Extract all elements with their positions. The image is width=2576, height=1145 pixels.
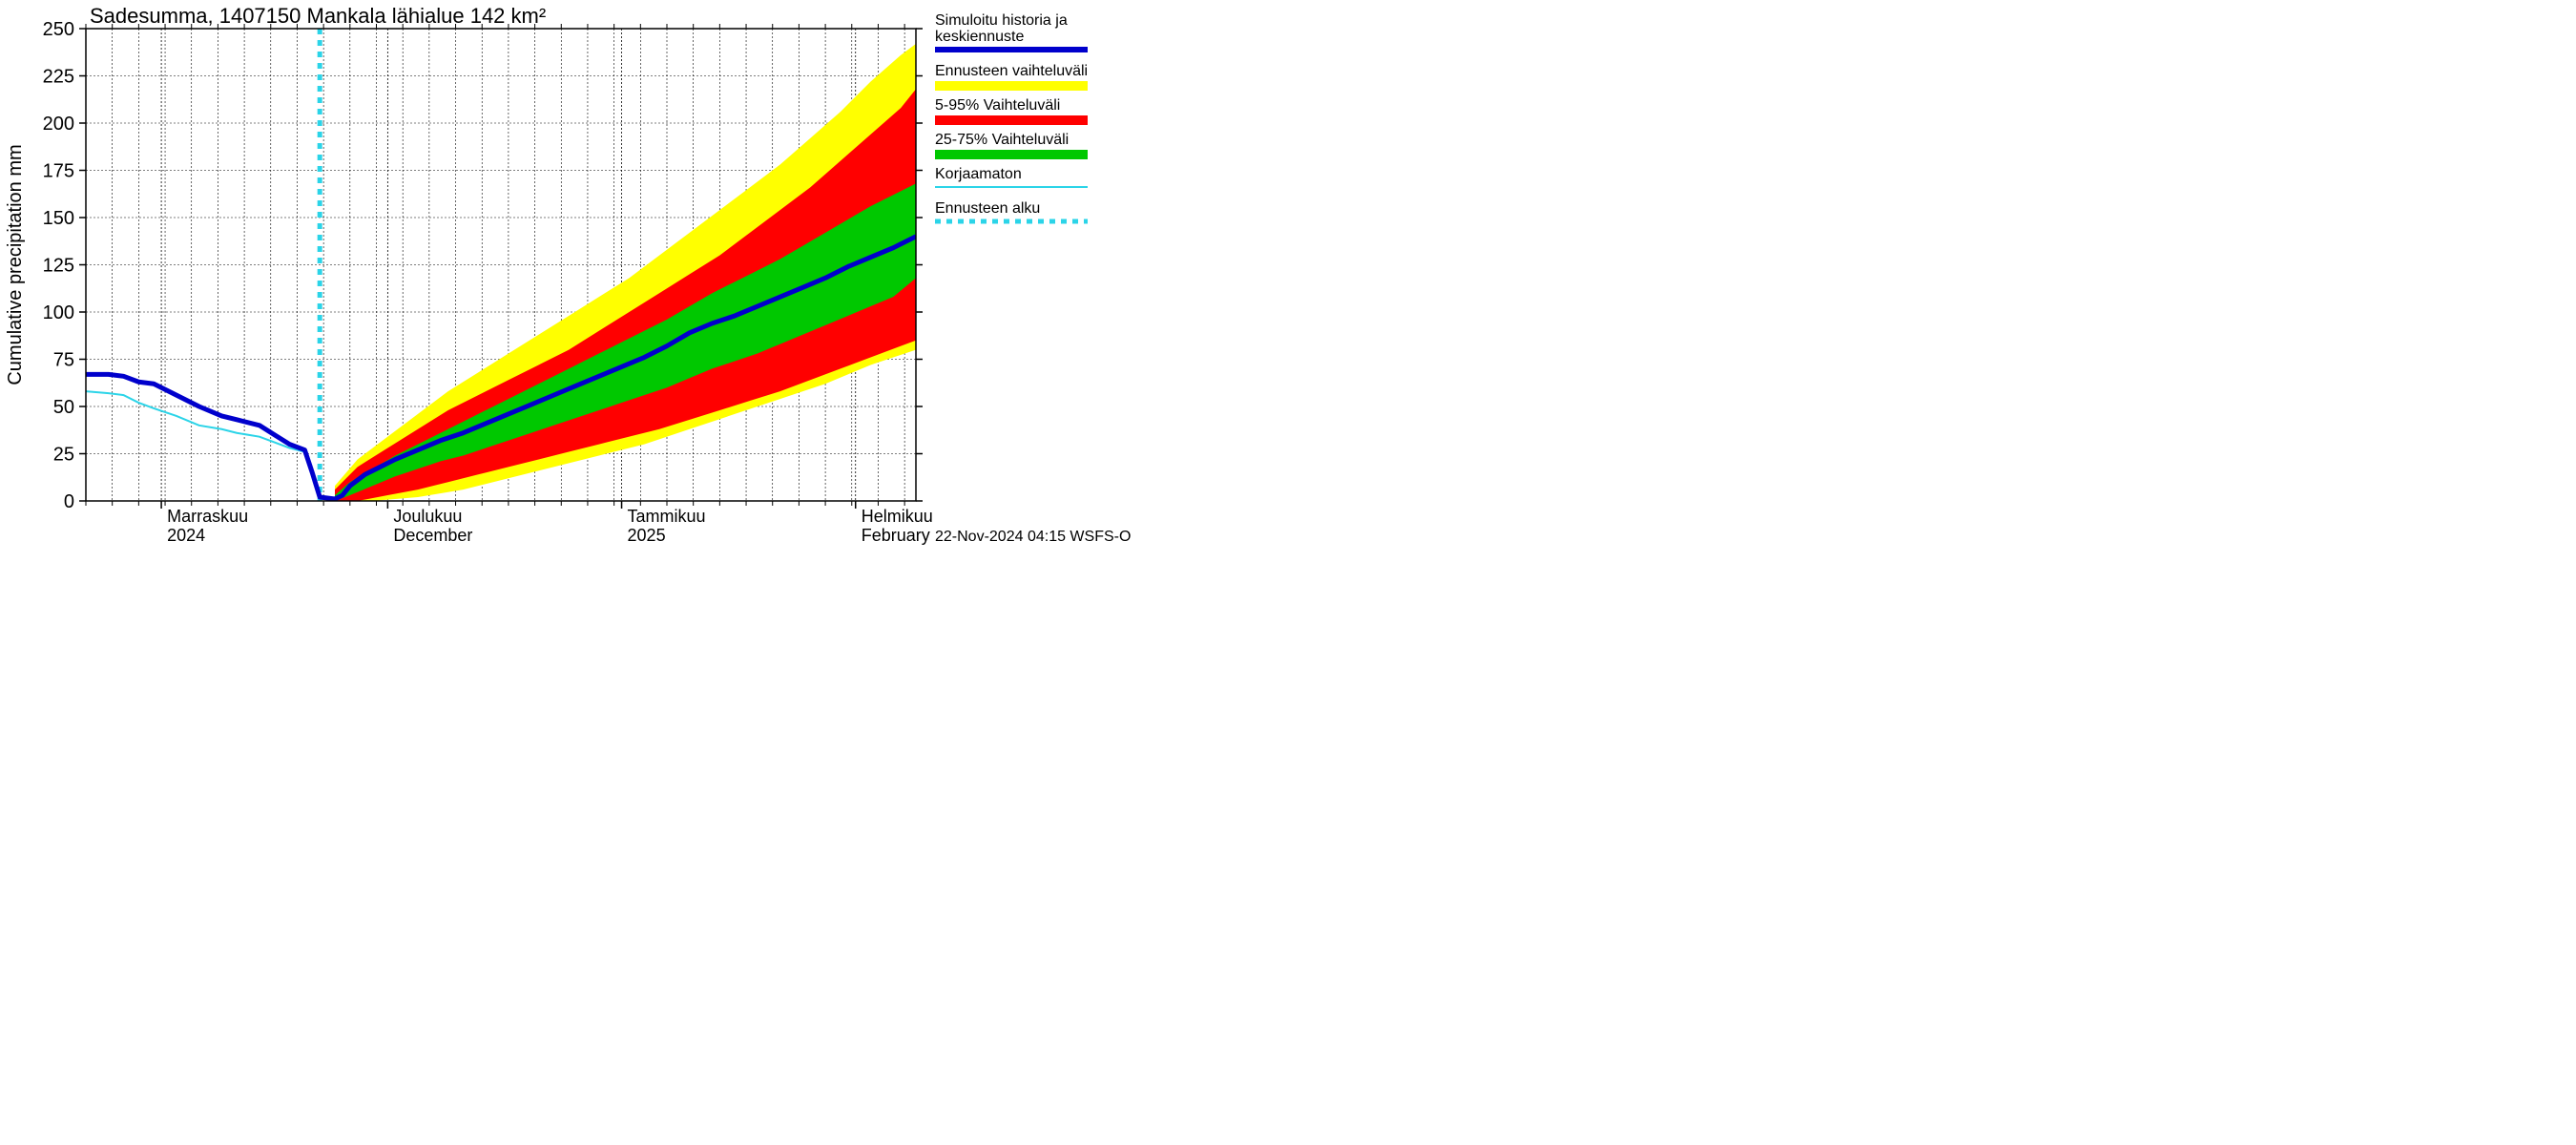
- legend-label: 5-95% Vaihteluväli: [935, 97, 1060, 114]
- ytick-label: 25: [53, 445, 74, 466]
- legend-label: Korjaamaton: [935, 166, 1022, 182]
- chart-title: Sadesumma, 1407150 Mankala lähialue 142 …: [90, 4, 546, 28]
- footer-timestamp: 22-Nov-2024 04:15 WSFS-O: [935, 529, 1131, 545]
- xtick-label-2: 2024: [167, 526, 205, 545]
- xtick-label-2: 2025: [628, 526, 666, 545]
- ytick-label: 250: [43, 19, 74, 40]
- xtick-label-2: December: [393, 526, 472, 545]
- ytick-label: 175: [43, 161, 74, 182]
- ytick-label: 50: [53, 397, 74, 418]
- ytick-label: 100: [43, 302, 74, 323]
- ytick-label: 225: [43, 67, 74, 88]
- ytick-label: 75: [53, 350, 74, 371]
- legend-label: keskiennuste: [935, 29, 1024, 45]
- ytick-label: 125: [43, 256, 74, 277]
- xtick-label-1: Helmikuu: [862, 507, 933, 526]
- legend-label: 25-75% Vaihteluväli: [935, 132, 1069, 148]
- xtick-label-1: Marraskuu: [167, 507, 248, 526]
- legend-label: Ennusteen alku: [935, 200, 1040, 217]
- ytick-label: 0: [64, 491, 74, 512]
- ytick-label: 150: [43, 208, 74, 229]
- legend-label: Simuloitu historia ja: [935, 12, 1068, 29]
- xtick-label-1: Joulukuu: [393, 507, 462, 526]
- legend-swatch-yellow: [935, 81, 1088, 91]
- xtick-label-1: Tammikuu: [628, 507, 706, 526]
- legend-swatch-green: [935, 150, 1088, 159]
- precipitation-chart: 0255075100125150175200225250Marraskuu202…: [0, 0, 1288, 572]
- xtick-label-2: February: [862, 526, 930, 545]
- legend-swatch-red: [935, 115, 1088, 125]
- legend-label: Ennusteen vaihteluväli: [935, 63, 1088, 79]
- ytick-label: 200: [43, 114, 74, 135]
- ylabel: Cumulative precipitation mm: [5, 144, 26, 385]
